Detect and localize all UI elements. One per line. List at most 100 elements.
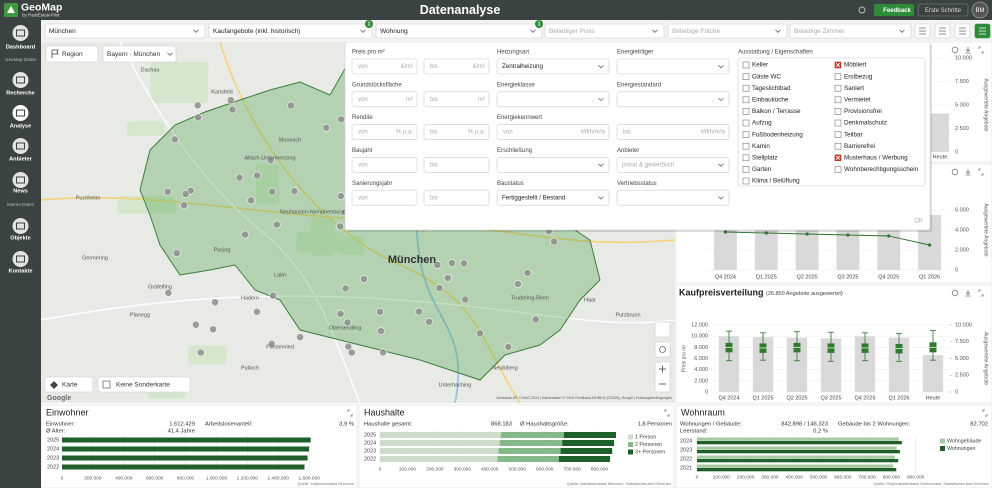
listing-cluster[interactable] <box>336 222 345 231</box>
listing-cluster[interactable] <box>336 192 345 201</box>
listing-cluster[interactable] <box>211 298 219 307</box>
nav-icon[interactable] <box>12 138 29 154</box>
first-steps-button[interactable] <box>917 3 969 17</box>
ok-button[interactable]: OK <box>914 219 923 225</box>
listing-cluster[interactable] <box>425 317 434 326</box>
text-input[interactable] <box>423 189 490 206</box>
first-steps-label[interactable]: Erste Schritte <box>925 8 962 14</box>
text-input[interactable] <box>423 58 490 75</box>
listing-cluster[interactable] <box>194 113 203 122</box>
checkbox-label[interactable]: Garten <box>752 166 772 173</box>
region-select-value[interactable]: Bayern · München <box>107 51 160 58</box>
nav-label[interactable]: Analyse <box>10 123 31 129</box>
listing-cluster[interactable] <box>191 320 200 329</box>
zoom-control[interactable] <box>654 361 671 393</box>
checkbox-label[interactable]: Tageslichtbad <box>752 85 791 92</box>
nav-label[interactable]: Anbieter <box>9 156 33 162</box>
text-input[interactable] <box>351 58 418 75</box>
layer-button-label[interactable]: Karte <box>62 382 78 389</box>
special-map-label[interactable]: Keine Sonderkarte <box>116 382 170 389</box>
nav-icon[interactable] <box>12 25 29 41</box>
input-placeholder[interactable]: von <box>358 162 368 168</box>
filter-value[interactable]: Beliebige Zimmer <box>794 28 845 35</box>
checkbox-label[interactable]: Barrierefrei <box>844 143 875 150</box>
listing-cluster[interactable] <box>287 101 295 110</box>
layer-button[interactable] <box>44 376 94 393</box>
listing-cluster[interactable] <box>550 237 558 246</box>
checkbox-label[interactable]: Stellplatz <box>752 154 778 161</box>
filter-value[interactable]: Beliebige Fläche <box>672 28 720 35</box>
filter-select[interactable] <box>375 23 543 39</box>
region-select[interactable] <box>102 45 177 63</box>
listing-cluster[interactable] <box>296 333 305 342</box>
expand-icon[interactable] <box>978 46 984 54</box>
nav-label[interactable]: Kontakte <box>9 268 33 274</box>
checkbox[interactable] <box>834 84 842 92</box>
filter-value[interactable]: Kaufangebote (inkl. historisch) <box>213 28 300 35</box>
input-placeholder[interactable]: bis <box>430 195 438 201</box>
listing-cluster[interactable] <box>163 187 172 196</box>
checkbox-label[interactable]: Wohnberechtigungsschein <box>844 166 919 173</box>
listing-cluster[interactable] <box>209 325 218 334</box>
listing-cluster[interactable] <box>379 348 387 357</box>
select-input[interactable] <box>616 189 730 206</box>
checkbox-label[interactable]: Klima / Belüftung <box>752 178 800 185</box>
listing-cluster[interactable] <box>504 343 513 351</box>
listing-cluster[interactable] <box>290 187 299 196</box>
filter-value[interactable]: München <box>49 28 76 35</box>
region-button-label[interactable]: Region <box>62 51 83 58</box>
checkbox[interactable] <box>742 96 750 104</box>
select-value[interactable]: Fertiggestellt / Bestand <box>502 194 566 201</box>
nav-icon[interactable] <box>12 72 29 88</box>
checkbox-label[interactable]: Aufzug <box>752 120 772 127</box>
checkbox[interactable] <box>742 131 750 138</box>
listing-cluster[interactable] <box>241 230 249 239</box>
checkbox[interactable] <box>834 166 842 173</box>
filter-select[interactable] <box>544 23 665 39</box>
checkbox-label[interactable]: Musterhaus / Werbung <box>844 154 908 161</box>
listing-cluster[interactable] <box>336 309 345 318</box>
listing-cluster[interactable] <box>435 284 444 292</box>
checkbox-label[interactable]: Denkmalschutz <box>844 120 887 127</box>
listing-cluster[interactable] <box>476 329 484 338</box>
text-input[interactable] <box>351 91 418 108</box>
nav-label[interactable]: Dashboard <box>6 44 36 50</box>
expand-icon[interactable] <box>978 168 984 176</box>
listing-cluster[interactable] <box>322 123 331 132</box>
filter-value[interactable]: Wohnung <box>380 28 408 35</box>
expand-icon[interactable] <box>978 289 984 297</box>
listing-cluster[interactable] <box>347 348 356 357</box>
listing-cluster[interactable] <box>193 101 202 110</box>
listing-cluster[interactable] <box>181 190 190 199</box>
user-avatar[interactable] <box>971 1 989 19</box>
select-input[interactable] <box>496 91 610 108</box>
checkbox-label[interactable]: Provisionsfrei <box>844 108 882 115</box>
listing-cluster[interactable] <box>253 171 262 180</box>
checkbox-label[interactable]: Einbauküche <box>752 96 789 103</box>
listing-cluster[interactable] <box>172 249 181 257</box>
checkbox[interactable] <box>834 131 842 138</box>
locate-button[interactable] <box>654 341 671 358</box>
checkbox-label[interactable]: Keller <box>752 62 768 69</box>
select-value[interactable]: privat & gewerblich <box>622 162 675 169</box>
listing-cluster[interactable] <box>341 284 350 293</box>
nav-label[interactable]: GeoMap Daten <box>5 57 37 62</box>
listing-cluster[interactable] <box>343 318 352 327</box>
nav-icon[interactable] <box>12 172 29 188</box>
select-input[interactable] <box>496 58 610 75</box>
checkbox[interactable] <box>742 61 750 69</box>
text-input[interactable] <box>351 189 418 206</box>
listing-cluster[interactable] <box>235 173 244 182</box>
listing-cluster[interactable] <box>267 339 276 348</box>
region-button[interactable] <box>45 45 99 63</box>
text-input[interactable] <box>351 124 418 140</box>
feedback-label[interactable]: Feedback <box>883 8 911 14</box>
checkbox[interactable] <box>742 84 750 92</box>
text-input[interactable] <box>616 124 730 140</box>
listing-cluster[interactable] <box>375 307 384 316</box>
select-input[interactable] <box>496 189 610 206</box>
listing-cluster[interactable] <box>164 288 173 297</box>
listing-cluster[interactable] <box>360 275 368 284</box>
listing-cluster[interactable] <box>461 295 470 304</box>
listing-cluster[interactable] <box>523 268 532 277</box>
